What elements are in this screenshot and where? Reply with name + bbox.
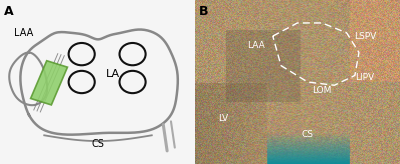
Text: A: A <box>4 5 14 18</box>
Text: LIPV: LIPV <box>356 73 375 82</box>
Text: CS: CS <box>302 130 314 139</box>
Text: LSPV: LSPV <box>354 32 376 41</box>
Text: CS: CS <box>92 139 104 149</box>
Text: LOM: LOM <box>312 86 332 95</box>
Text: B: B <box>199 5 208 18</box>
Text: LAA: LAA <box>14 28 33 38</box>
Bar <box>31 61 68 105</box>
Text: LV: LV <box>218 114 228 123</box>
Text: LA: LA <box>106 69 120 79</box>
Text: LAA: LAA <box>248 41 265 50</box>
